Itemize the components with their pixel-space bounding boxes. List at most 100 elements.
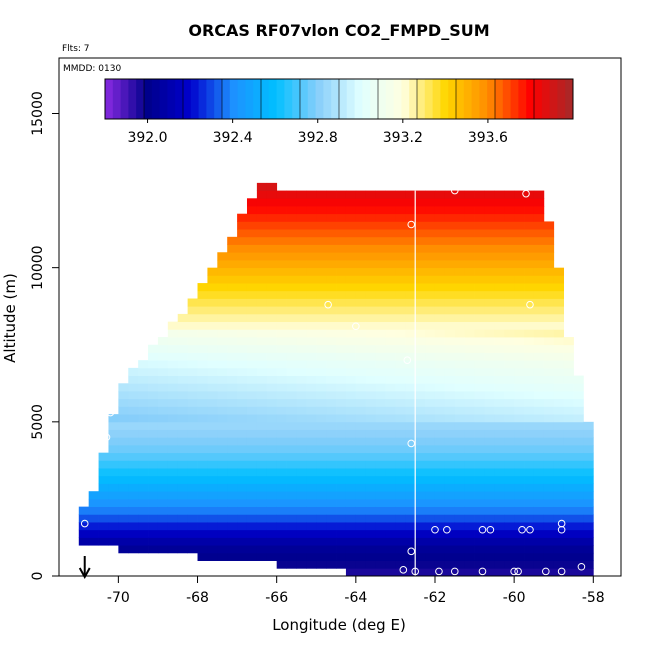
- curtain-cell: [415, 252, 426, 261]
- curtain-cell: [533, 537, 545, 546]
- curtain-cell: [177, 360, 189, 369]
- curtain-cell: [148, 444, 159, 454]
- colorbar-segment: [144, 79, 153, 119]
- curtain-cell: [543, 552, 555, 561]
- curtain-cell: [425, 306, 436, 315]
- curtain-cell: [326, 414, 337, 423]
- curtain-cell: [524, 329, 535, 338]
- curtain-cell: [533, 491, 545, 500]
- curtain-cell: [207, 414, 218, 423]
- curtain-cell: [395, 367, 406, 376]
- curtain-cell: [256, 360, 268, 369]
- curtain-cell: [296, 259, 307, 269]
- curtain-cell: [237, 313, 248, 323]
- curtain-cell: [365, 398, 377, 407]
- curtain-cell: [217, 275, 228, 284]
- curtain-cell: [543, 344, 555, 353]
- curtain-cell: [326, 306, 337, 315]
- curtain-cell: [316, 198, 327, 207]
- curtain-cell: [385, 537, 396, 546]
- x-tick-label: -68: [186, 590, 209, 606]
- curtain-cell: [494, 498, 505, 508]
- sample-point: [526, 300, 534, 309]
- curtain-cell: [375, 568, 386, 576]
- curtain-cell: [385, 483, 396, 492]
- curtain-cell: [464, 283, 475, 292]
- curtain-cell: [425, 229, 436, 238]
- curtain-cell: [444, 560, 456, 569]
- curtain-cell: [514, 491, 525, 500]
- sample-point: [557, 567, 566, 576]
- curtain-cell: [533, 313, 545, 323]
- curtain-cell: [365, 537, 377, 546]
- curtain-cell: [375, 468, 386, 477]
- curtain-cell: [286, 275, 297, 284]
- curtain-cell: [197, 545, 208, 554]
- curtain-cell: [167, 344, 179, 353]
- curtain-cell: [474, 337, 485, 346]
- curtain-cell: [434, 406, 446, 415]
- curtain-cell: [484, 306, 495, 315]
- curtain-cell: [543, 391, 555, 400]
- curtain-cell: [553, 452, 565, 461]
- curtain-cell: [375, 290, 386, 299]
- curtain-cell: [405, 329, 416, 338]
- curtain-cell: [217, 468, 228, 477]
- colorbar-segment: [346, 79, 356, 119]
- curtain-cell: [524, 321, 535, 330]
- curtain-cell: [276, 452, 287, 461]
- curtain-cell: [415, 414, 426, 423]
- curtain-cell: [266, 313, 278, 323]
- curtain-cell: [484, 444, 495, 454]
- curtain-cell: [405, 545, 416, 554]
- curtain-cell: [296, 306, 307, 315]
- curtain-cell: [296, 329, 307, 338]
- curtain-cell: [533, 437, 545, 446]
- curtain-cell: [543, 283, 555, 292]
- curtain-cell: [355, 522, 367, 531]
- curtain-cell: [464, 275, 475, 284]
- curtain-cell: [425, 283, 436, 292]
- curtain-cell: [533, 229, 545, 238]
- curtain-cell: [148, 406, 159, 415]
- curtain-cell: [128, 391, 139, 400]
- colorbar-segment: [268, 79, 278, 119]
- curtain-cell: [237, 252, 248, 261]
- colorbar-frame: [104, 78, 574, 120]
- curtain-cell: [177, 321, 189, 330]
- curtain-cell: [365, 275, 377, 284]
- curtain-cell: [138, 360, 149, 369]
- curtain-cell: [246, 414, 258, 423]
- curtain-cell: [454, 229, 466, 238]
- curtain-cell: [148, 452, 159, 461]
- curtain-cell: [514, 444, 525, 454]
- curtain-cell: [207, 483, 218, 492]
- curtain-cell: [365, 406, 377, 415]
- curtain-cell: [494, 259, 505, 269]
- curtain-cell: [336, 406, 347, 415]
- curtain-cell: [355, 236, 367, 245]
- curtain-cell: [296, 452, 307, 461]
- colorbar-segment: [432, 79, 441, 119]
- curtain-cell: [484, 229, 495, 238]
- curtain-cell: [553, 344, 565, 353]
- curtain-cell: [266, 190, 278, 199]
- curtain-cell: [98, 514, 109, 523]
- curtain-cell: [217, 514, 228, 523]
- curtain-cell: [256, 367, 268, 376]
- curtain-cell: [148, 537, 159, 546]
- curtain-cell: [187, 344, 198, 353]
- curtain-cell: [276, 545, 287, 554]
- curtain-cell: [336, 236, 347, 245]
- colorbar-segment: [417, 79, 426, 119]
- curtain-cell: [306, 452, 317, 461]
- curtain-cell: [326, 537, 337, 546]
- curtain-cell: [553, 329, 565, 338]
- curtain-cell: [474, 198, 485, 207]
- curtain-cell: [454, 329, 466, 338]
- curtain-cell: [256, 406, 268, 415]
- curtain-cell: [563, 421, 574, 430]
- curtain-cell: [276, 383, 287, 392]
- curtain-cell: [256, 414, 268, 423]
- curtain-cell: [524, 460, 535, 469]
